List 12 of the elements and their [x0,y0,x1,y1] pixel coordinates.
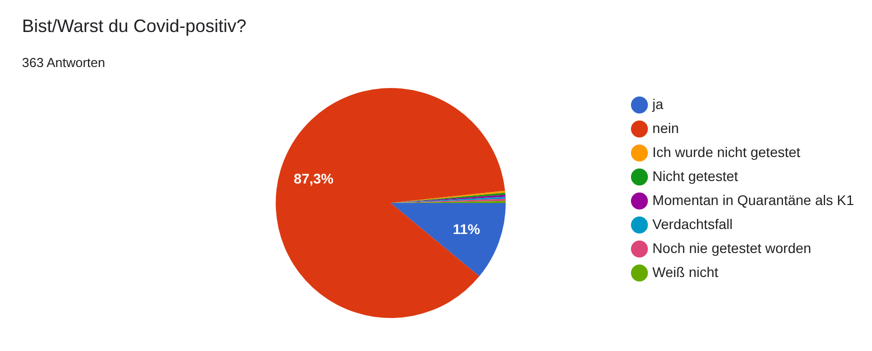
data-label: 11% [452,221,481,238]
legend-label: Noch nie getestet worden [652,240,812,256]
chart-title: Bist/Warst du Covid-positiv? [21,15,248,37]
data-label: 87,3% [294,170,334,187]
text: 363 Antworten [21,54,106,70]
legend-label: ja [651,96,664,112]
legend-label: nein [652,120,679,136]
legend-label: Verdachtsfall [652,216,733,232]
legend-label: Ich wurde nicht getestet [652,144,800,160]
legend-label: Momentan in Quarantäne als K1 [652,192,854,208]
legend-label: Nicht getestet [652,168,738,184]
legend-label: Weiß nicht [652,264,718,280]
